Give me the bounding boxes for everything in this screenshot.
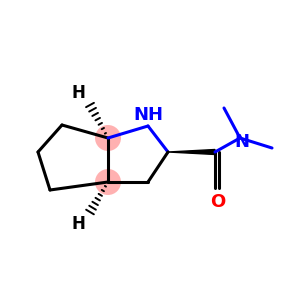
Text: H: H <box>71 215 85 233</box>
Text: O: O <box>210 193 226 211</box>
Polygon shape <box>168 149 215 154</box>
Circle shape <box>95 169 121 195</box>
Text: N: N <box>235 133 250 151</box>
Circle shape <box>95 125 121 151</box>
Text: NH: NH <box>133 106 163 124</box>
Text: H: H <box>71 84 85 102</box>
